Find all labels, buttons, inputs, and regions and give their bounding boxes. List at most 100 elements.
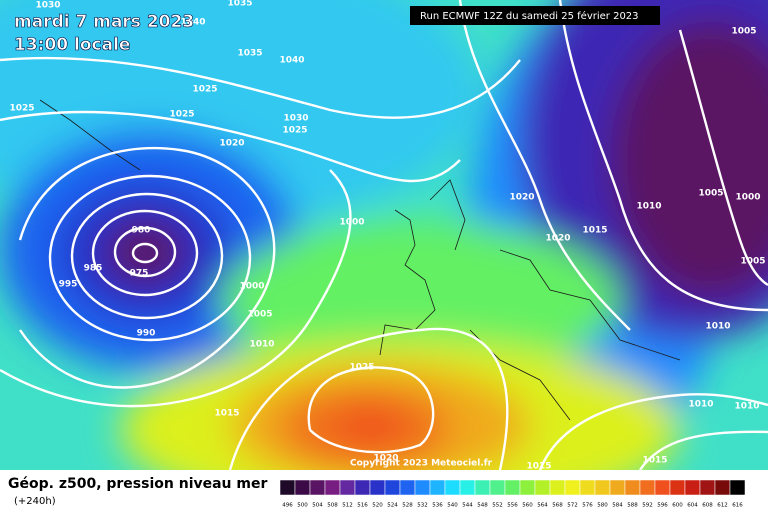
forecast-time: 13:00 locale bbox=[14, 35, 130, 55]
scale-label: 540 bbox=[447, 503, 458, 509]
scale-label: 612 bbox=[717, 503, 728, 509]
scale-swatch bbox=[489, 479, 506, 496]
copyright: Copyright 2023 Meteociel.fr bbox=[350, 459, 493, 469]
color-scale: 496 500 504 508 512 516 520 524 528 532 536 540 544 5… bbox=[279, 479, 746, 509]
isobar-label: 1005 bbox=[740, 257, 765, 267]
isobar-label: 1020 bbox=[373, 454, 398, 464]
isobar-label: 1000 bbox=[735, 193, 760, 203]
scale-swatch bbox=[384, 479, 401, 496]
isobar-label: 1010 bbox=[688, 400, 713, 410]
isobars bbox=[0, 0, 768, 470]
isobar-label: 1015 bbox=[526, 462, 551, 472]
scale-swatch bbox=[714, 479, 731, 496]
scale-label: 512 bbox=[342, 503, 353, 509]
scale-swatch bbox=[429, 479, 446, 496]
scale-label: 560 bbox=[522, 503, 533, 509]
isobar-label: 1015 bbox=[642, 456, 667, 466]
scale-swatch bbox=[399, 479, 416, 496]
run-info: Run ECMWF 12Z du samedi 25 février 2023 bbox=[420, 10, 639, 22]
isobar-label: 1020 bbox=[545, 234, 570, 244]
isobar-label: 975 bbox=[130, 269, 149, 279]
isobar-label: 1035 bbox=[237, 49, 262, 59]
scale-swatch bbox=[444, 479, 461, 496]
isobar-label: 985 bbox=[84, 264, 103, 274]
scale-swatch bbox=[564, 479, 581, 496]
scale-swatch bbox=[699, 479, 716, 496]
scale-label: 592 bbox=[642, 503, 653, 509]
scale-swatch bbox=[654, 479, 671, 496]
scale-swatch bbox=[684, 479, 701, 496]
scale-label: 516 bbox=[357, 503, 368, 509]
scale-swatch bbox=[594, 479, 611, 496]
isobar-label: 1010 bbox=[249, 340, 274, 350]
scale-swatch bbox=[414, 479, 431, 496]
scale-label: 564 bbox=[537, 503, 548, 509]
scale-swatch bbox=[579, 479, 596, 496]
isobar-label: 1015 bbox=[214, 409, 239, 419]
scale-swatch bbox=[609, 479, 626, 496]
isobar-label: 1025 bbox=[282, 126, 307, 136]
scale-label: 588 bbox=[627, 503, 638, 509]
run-box bbox=[410, 6, 660, 25]
scale-label: 568 bbox=[552, 503, 563, 509]
isobar-label: 1030 bbox=[283, 114, 308, 124]
scale-label: 580 bbox=[597, 503, 608, 509]
scale-swatch bbox=[324, 479, 341, 496]
scale-label: 524 bbox=[387, 503, 398, 509]
scale-label: 616 bbox=[732, 503, 743, 509]
isobar-label: 980 bbox=[132, 226, 151, 236]
scale-label: 548 bbox=[477, 503, 488, 509]
legend-title: Géop. z500, pression niveau mer bbox=[8, 476, 267, 492]
isobar-labels: 1030 1040 1035 1035 1040 1025 1025 1025 1030 1025… bbox=[9, 0, 765, 472]
isobar-label: 1020 bbox=[219, 139, 244, 149]
scale-swatch bbox=[549, 479, 566, 496]
scale-swatch bbox=[624, 479, 641, 496]
isobar-label: 1010 bbox=[734, 402, 759, 412]
scale-label: 500 bbox=[297, 503, 308, 509]
scale-swatch bbox=[729, 479, 746, 496]
isobar-label: 1015 bbox=[582, 226, 607, 236]
isobar-label: 1005 bbox=[731, 27, 756, 37]
isobar-label: 1025 bbox=[349, 363, 374, 373]
scale-swatch bbox=[309, 479, 326, 496]
scale-label: 528 bbox=[402, 503, 413, 509]
scale-swatch bbox=[279, 479, 296, 496]
scale-swatch bbox=[339, 479, 356, 496]
isobar-label: 1030 bbox=[35, 1, 60, 11]
scale-label: 600 bbox=[672, 503, 683, 509]
scale-swatch bbox=[459, 479, 476, 496]
scale-label: 572 bbox=[567, 503, 578, 509]
isobar-label: 1005 bbox=[698, 189, 723, 199]
scale-swatch bbox=[639, 479, 656, 496]
isobar-label: 1010 bbox=[636, 202, 661, 212]
isobar-label: 1035 bbox=[227, 0, 252, 9]
scale-swatch bbox=[369, 479, 386, 496]
scale-swatch bbox=[354, 479, 371, 496]
isobar-label: 1000 bbox=[239, 282, 264, 292]
scale-label: 604 bbox=[687, 503, 698, 509]
scale-swatch bbox=[519, 479, 536, 496]
scale-label: 520 bbox=[372, 503, 383, 509]
isobar-label: 1000 bbox=[339, 218, 364, 228]
scale-label: 608 bbox=[702, 503, 713, 509]
scale-label: 544 bbox=[462, 503, 473, 509]
scale-swatch bbox=[474, 479, 491, 496]
isobar-label: 1020 bbox=[509, 193, 534, 203]
isobar-label: 1040 bbox=[279, 56, 304, 66]
scale-swatch bbox=[534, 479, 551, 496]
scale-label: 504 bbox=[312, 503, 323, 509]
scale-label: 596 bbox=[657, 503, 668, 509]
scale-label: 536 bbox=[432, 503, 443, 509]
scale-label: 508 bbox=[327, 503, 338, 509]
lead-time: (+240h) bbox=[14, 496, 56, 507]
scale-label: 496 bbox=[282, 503, 293, 509]
isobar-label: 1025 bbox=[169, 110, 194, 120]
isobar-label: 1025 bbox=[192, 85, 217, 95]
scale-label: 552 bbox=[492, 503, 503, 509]
scale-swatch bbox=[294, 479, 311, 496]
scale-swatch bbox=[669, 479, 686, 496]
scale-label: 584 bbox=[612, 503, 623, 509]
isobar-label: 1040 bbox=[180, 18, 205, 28]
